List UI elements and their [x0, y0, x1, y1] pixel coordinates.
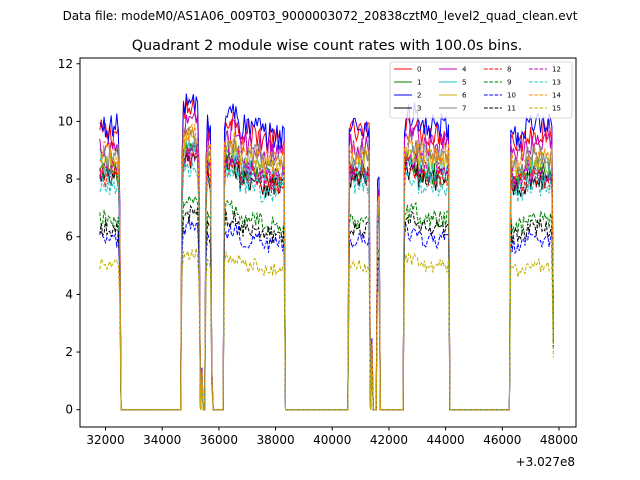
legend-label-5: 5 — [462, 79, 466, 87]
series-line-14 — [99, 122, 554, 411]
series-line-10 — [99, 217, 554, 411]
series-line-7 — [99, 126, 554, 411]
y-tick-label: 8 — [65, 172, 73, 186]
x-tick-label: 44000 — [427, 433, 465, 447]
x-tick-label: 36000 — [200, 433, 238, 447]
series-line-0 — [99, 97, 554, 411]
series-line-9 — [99, 194, 554, 411]
y-tick-label: 6 — [65, 230, 73, 244]
legend-label-11: 11 — [507, 105, 516, 113]
y-tick-label: 10 — [58, 114, 73, 128]
x-tick-label: 38000 — [256, 433, 294, 447]
y-tick-label: 12 — [58, 57, 73, 71]
series-line-1 — [99, 142, 554, 411]
legend-frame — [389, 61, 573, 119]
legend-label-1: 1 — [417, 79, 421, 87]
series-line-15 — [99, 248, 554, 411]
x-tick-label: 32000 — [86, 433, 124, 447]
legend-label-9: 9 — [507, 79, 511, 87]
series-line-6 — [99, 129, 554, 411]
suptitle: Data file: modeM0/AS1A06_009T03_90000030… — [63, 9, 578, 23]
chart-title: Quadrant 2 module wise count rates with … — [132, 38, 523, 54]
legend-label-4: 4 — [462, 66, 467, 74]
legend-label-0: 0 — [417, 66, 421, 74]
legend-label-6: 6 — [462, 92, 467, 100]
legend-label-2: 2 — [417, 92, 421, 100]
x-tick-label: 46000 — [483, 433, 521, 447]
x-axis: 32000 34000 36000 38000 40000 42000 44000 46000… — [86, 427, 578, 447]
series-line-8 — [99, 147, 554, 411]
x-tick-label: 34000 — [143, 433, 181, 447]
series-line-11 — [99, 204, 554, 411]
series-line-5 — [99, 136, 554, 411]
series-line-4 — [99, 110, 554, 411]
plot-frame — [79, 57, 577, 428]
x-tick-label: 42000 — [370, 433, 408, 447]
legend-label-10: 10 — [507, 92, 516, 100]
series-line-12 — [99, 141, 554, 411]
series-line-13 — [99, 155, 554, 411]
legend-label-14: 14 — [552, 92, 561, 100]
legend-label-12: 12 — [552, 66, 561, 74]
x-tick-label: 40000 — [313, 433, 351, 447]
series-layer — [99, 93, 554, 411]
legend-label-8: 8 — [507, 66, 511, 74]
legend-label-3: 3 — [417, 105, 421, 113]
series-line-2 — [99, 93, 554, 411]
legend-label-15: 15 — [552, 105, 561, 113]
legend-label-7: 7 — [462, 105, 466, 113]
y-axis: 0 2 4 6 8 10 12 — [58, 57, 80, 417]
y-tick-label: 2 — [65, 345, 73, 359]
x-tick-label: 48000 — [540, 433, 578, 447]
y-tick-label: 4 — [65, 287, 73, 301]
y-tick-label: 0 — [65, 403, 73, 417]
x-offset-label: +3.027e8 — [516, 455, 575, 469]
legend-label-13: 13 — [552, 79, 561, 87]
series-line-3 — [99, 151, 554, 411]
